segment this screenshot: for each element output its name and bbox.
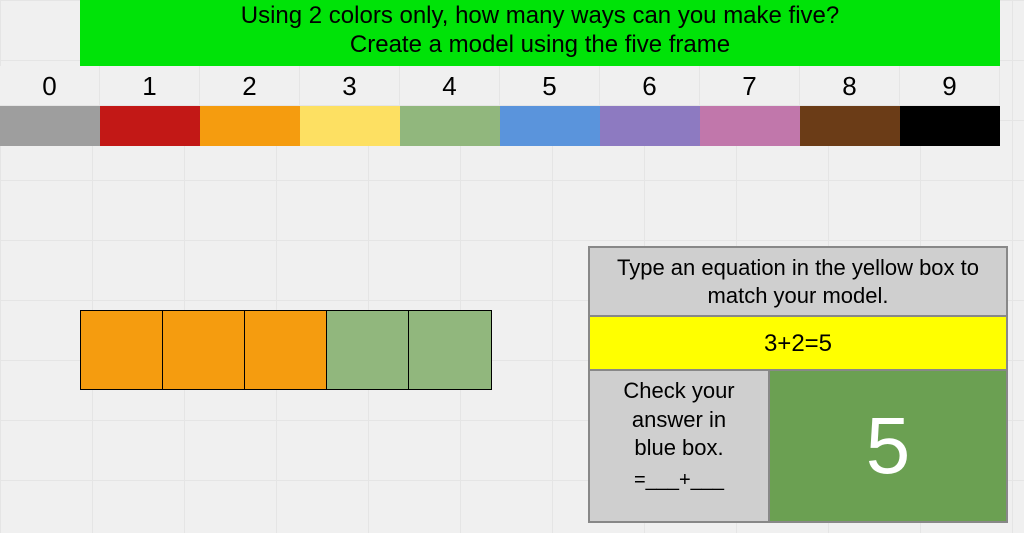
color-swatch[interactable]	[700, 106, 800, 146]
check-equation-template: =___+___	[598, 467, 760, 493]
check-instruction: Check your answer in blue box. =___+___	[590, 371, 770, 521]
equation-instruction: Type an equation in the yellow box to ma…	[590, 248, 1006, 317]
number-cell: 5	[500, 66, 600, 106]
color-swatch[interactable]	[500, 106, 600, 146]
color-swatch[interactable]	[900, 106, 1000, 146]
number-cell: 8	[800, 66, 900, 106]
number-cell: 2	[200, 66, 300, 106]
answer-panel: Type an equation in the yellow box to ma…	[588, 246, 1008, 523]
frame-cell[interactable]	[245, 311, 327, 389]
number-cell: 7	[700, 66, 800, 106]
number-cell: 3	[300, 66, 400, 106]
color-swatch[interactable]	[0, 106, 100, 146]
number-cell: 9	[900, 66, 1000, 106]
color-swatch[interactable]	[100, 106, 200, 146]
color-swatch[interactable]	[600, 106, 700, 146]
frame-cell[interactable]	[327, 311, 409, 389]
check-row: Check your answer in blue box. =___+___ …	[590, 371, 1006, 521]
color-swatch-row	[0, 106, 1000, 146]
title-line-1: Using 2 colors only, how many ways can y…	[80, 2, 1000, 31]
color-swatch[interactable]	[800, 106, 900, 146]
title-banner: Using 2 colors only, how many ways can y…	[80, 0, 1000, 66]
check-line: Check your	[598, 377, 760, 406]
number-cell: 6	[600, 66, 700, 106]
color-swatch[interactable]	[300, 106, 400, 146]
check-line: answer in	[598, 406, 760, 435]
frame-cell[interactable]	[409, 311, 491, 389]
check-line: blue box.	[598, 434, 760, 463]
five-frame	[80, 310, 492, 390]
equation-input[interactable]: 3+2=5	[590, 317, 1006, 371]
result-box: 5	[770, 371, 1006, 521]
number-cell: 0	[0, 66, 100, 106]
frame-cell[interactable]	[163, 311, 245, 389]
number-cell: 4	[400, 66, 500, 106]
frame-cell[interactable]	[81, 311, 163, 389]
number-header-row: 0 1 2 3 4 5 6 7 8 9	[0, 66, 1000, 106]
color-swatch[interactable]	[200, 106, 300, 146]
number-cell: 1	[100, 66, 200, 106]
title-line-2: Create a model using the five frame	[80, 31, 1000, 60]
color-swatch[interactable]	[400, 106, 500, 146]
